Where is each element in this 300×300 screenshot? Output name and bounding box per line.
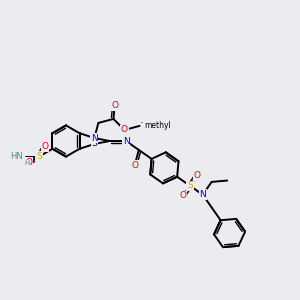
Text: O: O [179,191,186,200]
Text: O: O [111,101,118,110]
Text: O: O [194,171,201,180]
Text: S: S [36,152,42,161]
Text: methyl: methyl [144,122,171,130]
Text: N: N [123,136,129,146]
Text: O: O [41,142,48,151]
Text: O: O [25,158,32,167]
Text: HN: HN [10,152,23,161]
Text: S: S [187,181,193,190]
Text: N: N [91,134,98,142]
Text: N: N [199,190,206,199]
Text: H: H [25,160,30,166]
Text: O: O [131,160,138,169]
Text: S: S [92,140,97,148]
Text: O: O [121,125,128,134]
Text: methyl: methyl [141,122,146,123]
